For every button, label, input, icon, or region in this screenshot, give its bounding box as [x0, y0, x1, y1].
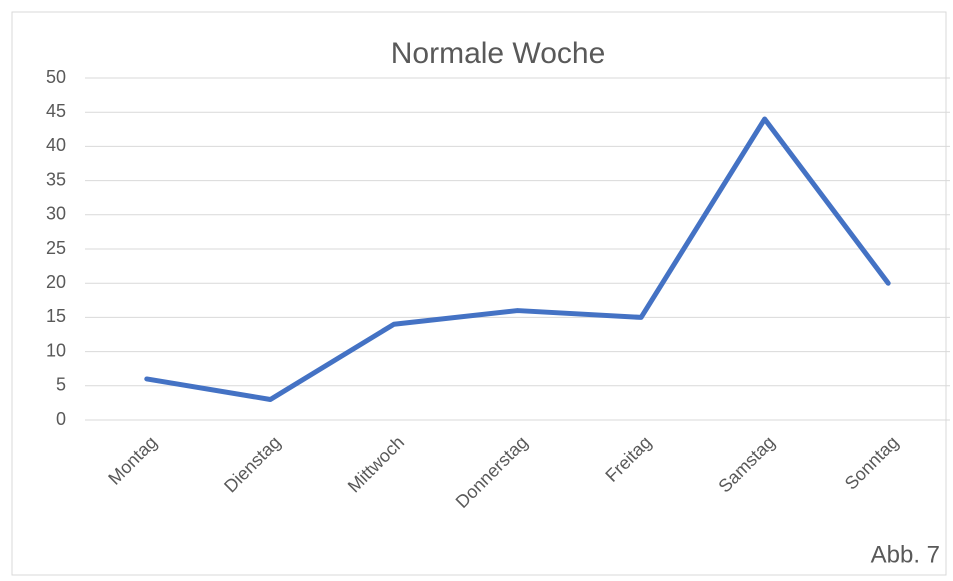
- y-tick-label: 20: [46, 272, 66, 292]
- y-tick-label: 0: [56, 409, 66, 429]
- chart-frame: [11, 11, 947, 576]
- y-tick-label: 10: [46, 340, 66, 360]
- y-tick-label: 5: [56, 375, 66, 395]
- y-tick-label: 45: [46, 101, 66, 121]
- data-line: [144, 116, 891, 402]
- annotation: Abb. 7: [871, 541, 940, 568]
- y-tick-label: 35: [46, 169, 66, 189]
- y-tick-label: 50: [46, 67, 66, 87]
- y-tick-label: 25: [46, 238, 66, 258]
- y-tick-label: 30: [46, 204, 66, 224]
- chart-title: Normale Woche: [391, 37, 606, 70]
- y-tick-label: 15: [46, 306, 66, 326]
- y-tick-label: 40: [46, 135, 66, 155]
